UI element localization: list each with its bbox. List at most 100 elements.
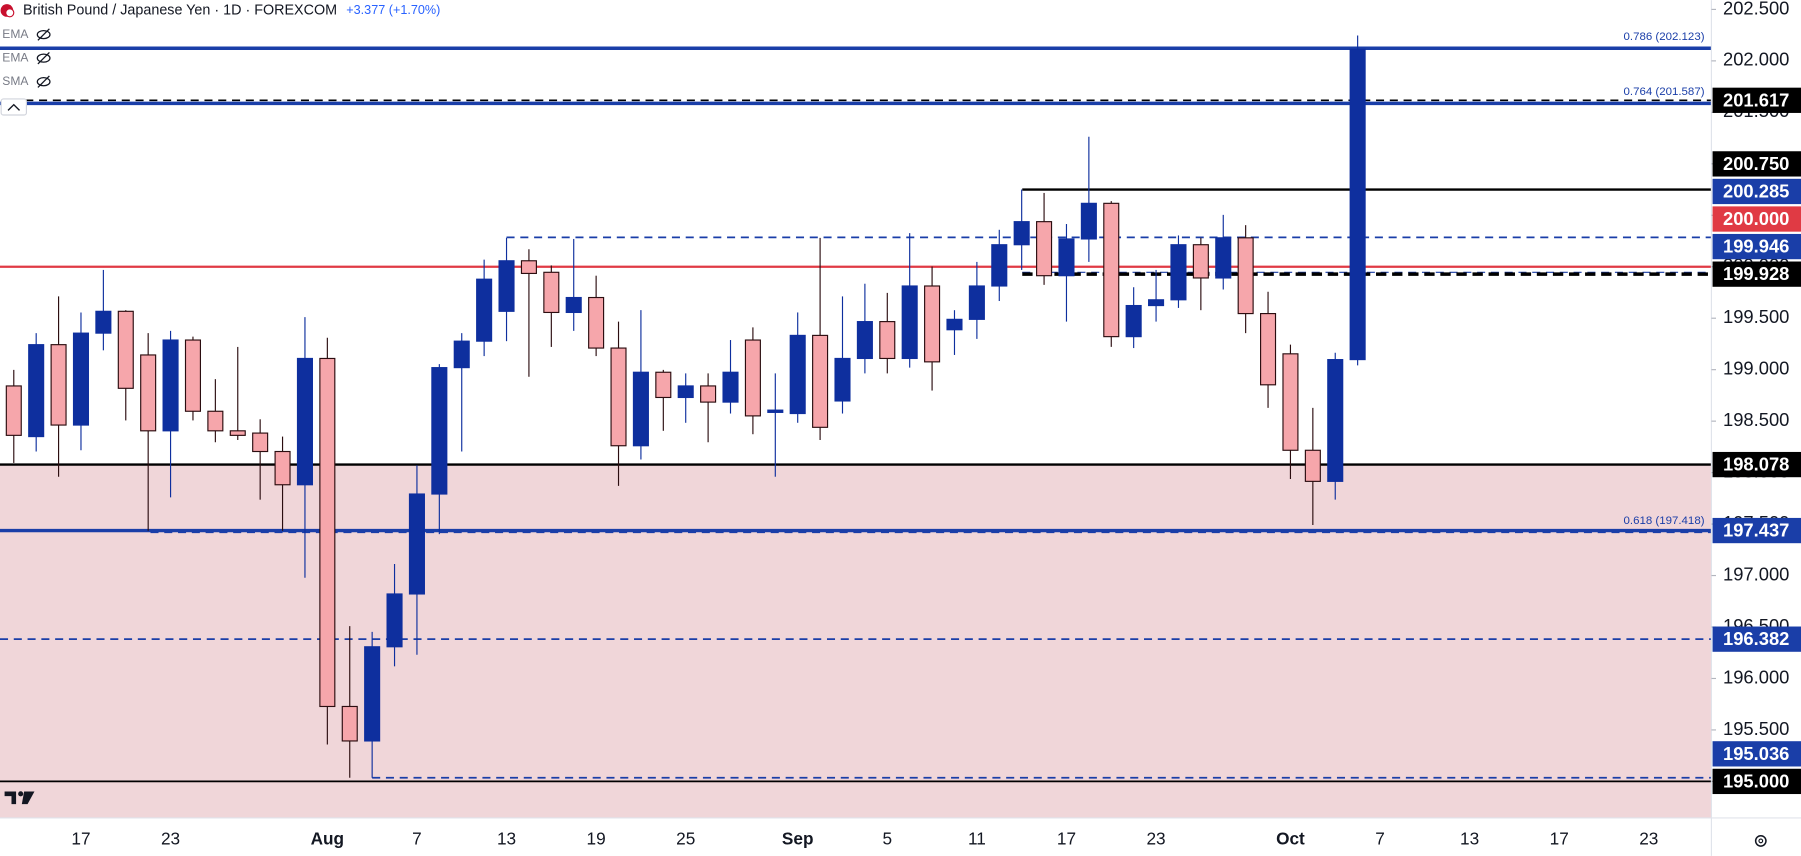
price-label-box xyxy=(1712,87,1801,113)
candle-body xyxy=(1103,202,1120,338)
candle-body xyxy=(812,334,829,428)
indicator-label: EMA xyxy=(2,27,29,41)
x-tick-label: 23 xyxy=(1146,828,1165,848)
price-label-box xyxy=(1712,451,1801,478)
candle-body xyxy=(1058,238,1075,277)
candle-body xyxy=(50,344,67,426)
candle-body xyxy=(1282,353,1299,451)
candle-body xyxy=(5,385,22,436)
x-tick-label: 17 xyxy=(1550,828,1569,848)
logo-mark xyxy=(21,791,35,805)
candle-body xyxy=(1327,359,1344,482)
logo-mark xyxy=(4,791,17,805)
candle-body xyxy=(1237,237,1254,315)
candle-body xyxy=(319,357,336,708)
visibility-icon xyxy=(37,75,50,88)
candle-body xyxy=(341,705,358,742)
indicator-label: EMA xyxy=(2,50,29,64)
candle-body xyxy=(140,354,157,432)
x-tick-label: 11 xyxy=(968,828,986,848)
candle-body xyxy=(453,340,470,369)
tv-logo xyxy=(4,791,35,805)
candle-body xyxy=(610,347,627,447)
collapse-button-frame[interactable] xyxy=(0,98,27,116)
price-label: 200.000 xyxy=(1723,208,1789,229)
collapse-arrow xyxy=(7,103,21,111)
candle-body xyxy=(856,321,873,360)
price-label-box xyxy=(1712,517,1801,544)
candle-body xyxy=(1215,237,1232,279)
zone-layer xyxy=(0,464,1712,818)
candle-body xyxy=(1349,48,1366,361)
candle-body xyxy=(162,339,179,432)
x-tick-label: Aug xyxy=(311,828,344,848)
y-tick-label: 198.500 xyxy=(1723,409,1789,430)
x-tick-label: 17 xyxy=(71,828,90,848)
candle-body xyxy=(296,357,313,486)
candle-body xyxy=(1036,221,1053,277)
y-tick-label: 202.500 xyxy=(1723,0,1789,18)
price-label: 201.617 xyxy=(1723,89,1789,110)
candle-body xyxy=(789,334,806,415)
header: British Pound / Japanese Yen · 1D · FORE… xyxy=(0,2,440,18)
candle-body xyxy=(924,285,941,363)
price-label-box xyxy=(1712,741,1801,767)
price-labels-layer: 195.000 195.036 196.382 197.437 198.078 199.9… xyxy=(1712,87,1801,795)
candle-body xyxy=(677,385,694,399)
candle-body xyxy=(632,371,649,447)
price-label: 200.285 xyxy=(1723,180,1789,201)
fib-label: 0.618 (197.418) xyxy=(1624,515,1705,527)
x-tick-label: 25 xyxy=(676,828,695,848)
candle-body xyxy=(1080,202,1097,240)
x-tick-label: 7 xyxy=(412,828,422,848)
fib-label: 0.786 (202.123) xyxy=(1624,31,1705,43)
candle-body xyxy=(1170,244,1187,301)
y-tick-label: 196.000 xyxy=(1723,666,1789,687)
candle-body xyxy=(543,271,560,314)
price-label: 195.036 xyxy=(1723,743,1789,764)
candle-body xyxy=(565,296,582,314)
visibility-icon xyxy=(36,53,51,63)
flag-icon xyxy=(5,8,15,18)
price-label-box xyxy=(1712,768,1801,795)
price-label: 199.928 xyxy=(1723,263,1789,284)
price-label-box xyxy=(1712,206,1801,232)
candle-body xyxy=(1260,313,1277,386)
price-label: 199.946 xyxy=(1723,236,1789,257)
price-label: 196.382 xyxy=(1723,628,1789,649)
candle-body xyxy=(386,593,403,648)
x-tick-label: 13 xyxy=(497,828,516,848)
candle-body xyxy=(252,432,269,453)
price-label: 197.437 xyxy=(1723,520,1789,541)
candle-body xyxy=(655,371,672,399)
candle-body xyxy=(431,367,448,495)
x-tick-label: 13 xyxy=(1460,828,1479,848)
candle-body xyxy=(968,285,985,320)
candle-body xyxy=(184,339,202,412)
y-tick-label: 199.000 xyxy=(1723,358,1789,379)
price-label: 195.000 xyxy=(1723,770,1789,791)
collapse-button[interactable] xyxy=(0,98,27,116)
y-tick-label: 197.000 xyxy=(1723,563,1789,584)
x-tick-label: 23 xyxy=(161,828,180,848)
y-tick-label: 199.500 xyxy=(1723,306,1789,327)
indicator-label: SMA xyxy=(2,74,29,88)
visibility-icon xyxy=(37,28,50,41)
price-label: 198.078 xyxy=(1723,454,1789,475)
x-tick-label: 23 xyxy=(1639,828,1658,848)
candle-body xyxy=(207,410,224,432)
fib-label: 0.764 (201.587) xyxy=(1624,86,1705,98)
settings-gear[interactable] xyxy=(1754,835,1767,847)
candle-body xyxy=(1304,449,1321,482)
support-zone xyxy=(0,464,1712,818)
x-tick-label: Sep xyxy=(782,828,814,848)
settings-button[interactable] xyxy=(1754,835,1767,847)
candle-body xyxy=(834,357,851,402)
candle-body xyxy=(229,430,246,436)
x-tick-label: 5 xyxy=(883,828,893,848)
candle-body xyxy=(1192,244,1209,279)
price-label-box xyxy=(1712,261,1801,287)
candle-body xyxy=(991,244,1008,287)
candle-body xyxy=(95,310,112,334)
